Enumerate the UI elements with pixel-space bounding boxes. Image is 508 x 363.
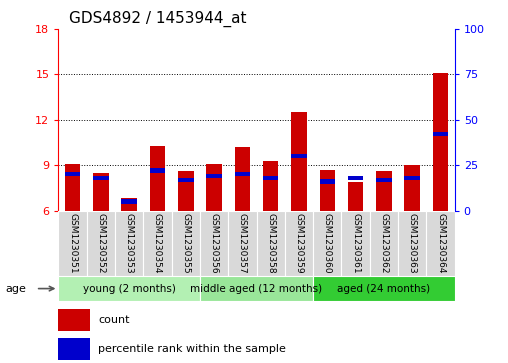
Bar: [263, 176, 278, 180]
Text: GSM1230357: GSM1230357: [238, 213, 247, 274]
Text: GSM1230353: GSM1230353: [124, 213, 134, 274]
Bar: [200, 276, 313, 301]
Text: GSM1230355: GSM1230355: [181, 213, 190, 274]
Bar: [257, 211, 285, 276]
Text: GDS4892 / 1453944_at: GDS4892 / 1453944_at: [69, 11, 246, 27]
Bar: [143, 211, 172, 276]
Bar: [58, 338, 90, 360]
Bar: [65, 164, 80, 211]
Bar: [178, 171, 194, 211]
Bar: [313, 211, 341, 276]
Bar: [228, 211, 257, 276]
Bar: [121, 199, 137, 211]
Text: count: count: [98, 315, 130, 325]
Bar: [178, 178, 194, 182]
Bar: [320, 179, 335, 184]
Bar: [115, 211, 143, 276]
Bar: [313, 276, 455, 301]
Text: young (2 months): young (2 months): [83, 284, 176, 294]
Text: age: age: [5, 284, 26, 294]
Bar: [376, 178, 392, 182]
Bar: [58, 211, 87, 276]
Bar: [285, 211, 313, 276]
Bar: [150, 168, 165, 173]
Bar: [348, 182, 363, 211]
Bar: [398, 211, 426, 276]
Text: middle aged (12 months): middle aged (12 months): [190, 284, 323, 294]
Text: GSM1230363: GSM1230363: [408, 213, 417, 274]
Bar: [433, 73, 448, 211]
Text: GSM1230356: GSM1230356: [210, 213, 218, 274]
Bar: [341, 211, 370, 276]
Bar: [433, 132, 448, 136]
Bar: [426, 211, 455, 276]
Bar: [206, 164, 222, 211]
Bar: [58, 276, 200, 301]
Bar: [348, 176, 363, 180]
Bar: [404, 165, 420, 211]
Bar: [58, 309, 90, 331]
Text: GSM1230362: GSM1230362: [379, 213, 389, 273]
Bar: [376, 171, 392, 211]
Bar: [200, 211, 228, 276]
Bar: [263, 160, 278, 211]
Text: percentile rank within the sample: percentile rank within the sample: [98, 344, 286, 354]
Text: GSM1230352: GSM1230352: [97, 213, 105, 273]
Bar: [235, 147, 250, 211]
Bar: [87, 211, 115, 276]
Bar: [65, 172, 80, 176]
Bar: [150, 146, 165, 211]
Bar: [93, 173, 109, 211]
Bar: [93, 176, 109, 180]
Text: aged (24 months): aged (24 months): [337, 284, 430, 294]
Bar: [235, 172, 250, 176]
Bar: [172, 211, 200, 276]
Text: GSM1230364: GSM1230364: [436, 213, 445, 273]
Text: GSM1230359: GSM1230359: [295, 213, 303, 274]
Bar: [121, 199, 137, 204]
Bar: [291, 112, 307, 211]
Bar: [370, 211, 398, 276]
Text: GSM1230351: GSM1230351: [68, 213, 77, 274]
Bar: [404, 176, 420, 180]
Text: GSM1230360: GSM1230360: [323, 213, 332, 274]
Text: GSM1230358: GSM1230358: [266, 213, 275, 274]
Bar: [320, 170, 335, 211]
Bar: [291, 154, 307, 158]
Bar: [206, 174, 222, 178]
Text: GSM1230354: GSM1230354: [153, 213, 162, 273]
Text: GSM1230361: GSM1230361: [351, 213, 360, 274]
